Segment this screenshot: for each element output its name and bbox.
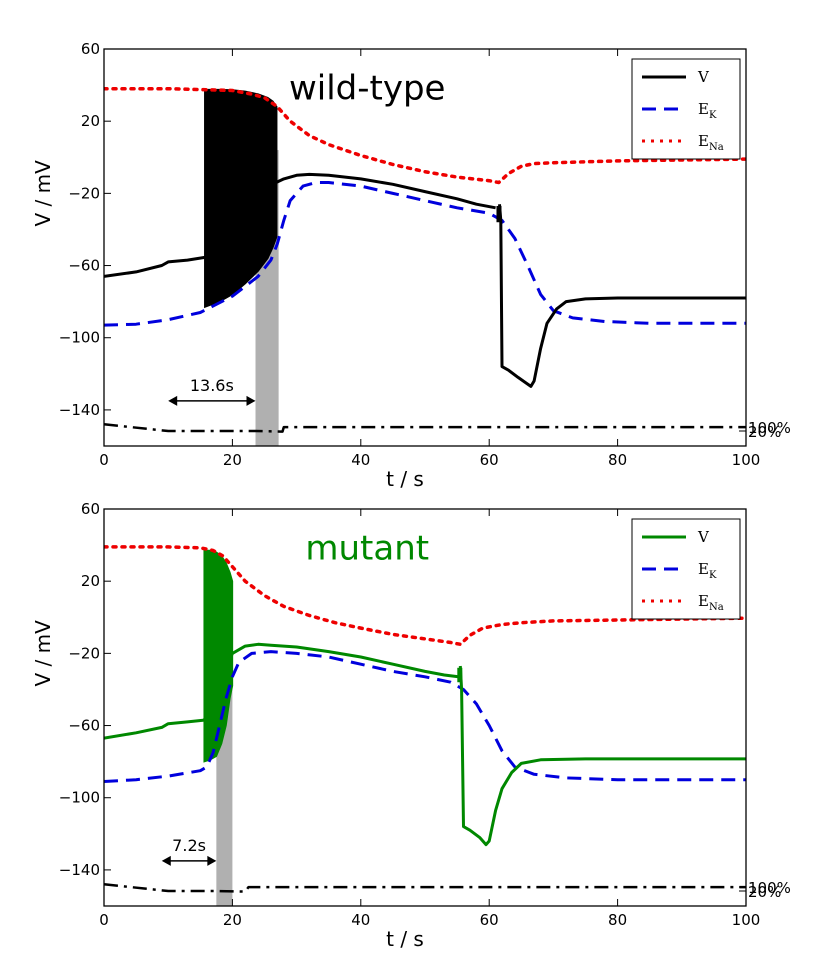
annotation-label: 13.6s: [190, 376, 234, 395]
legend-label: V: [697, 68, 710, 86]
arrowhead-right: [207, 855, 217, 866]
y-tick-label: 20: [81, 572, 100, 590]
y-tick-label: 60: [81, 500, 100, 518]
spike-burst: [457, 667, 463, 683]
arrowhead-right: [246, 395, 256, 406]
x-tick-label: 60: [480, 911, 499, 929]
x-tick-label: 60: [480, 451, 499, 469]
series-stimulus: [103, 883, 746, 893]
legend-subscript: Na: [709, 142, 724, 153]
arrowhead-left: [168, 395, 178, 406]
legend-label: V: [697, 528, 710, 546]
series-e-k: [104, 650, 746, 783]
legend-subscript: Na: [709, 602, 724, 613]
y-tick-label: −20: [68, 644, 100, 662]
series-e-na: [104, 86, 746, 185]
panel-title: wild-type: [289, 69, 446, 109]
series-e-k: [104, 181, 746, 327]
right-tick-label: 100%: [748, 879, 791, 897]
y-axis-label: V / mV: [31, 620, 55, 687]
x-tick-label: 40: [351, 451, 370, 469]
x-tick-label: 40: [351, 911, 370, 929]
x-tick-label: 100: [732, 911, 761, 929]
arrowhead-left: [161, 855, 171, 866]
y-tick-label: 60: [81, 40, 100, 58]
plot-area: [104, 545, 746, 847]
y-tick-label: −60: [68, 257, 100, 275]
x-tick-label: 0: [99, 451, 109, 469]
y-tick-label: −20: [68, 184, 100, 202]
right-tick-label: 20%: [748, 883, 781, 901]
chart-panel-2: 0 20 40 60 80 100 60 20 −20 −60 −100 −140 100%20% t /…: [31, 500, 791, 951]
legend-subscript: K: [709, 570, 717, 581]
y-tick-label: −100: [59, 789, 100, 807]
series-stimulus: [103, 423, 746, 433]
right-tick-label: 20%: [748, 423, 781, 441]
axes-frame: [103, 48, 747, 447]
x-tick-label: 20: [223, 451, 242, 469]
x-axis-label: t / s: [386, 467, 424, 491]
annotation-label: 7.2s: [172, 836, 206, 855]
series-v: [104, 642, 459, 740]
axes-frame: [103, 508, 747, 907]
y-tick-label: −100: [59, 329, 100, 347]
panel-title: mutant: [305, 529, 429, 569]
x-tick-label: 20: [223, 911, 242, 929]
right-tick-label: 100%: [748, 419, 791, 437]
x-tick-label: 80: [608, 911, 627, 929]
x-tick-label: 80: [608, 451, 627, 469]
series-v: [104, 172, 496, 278]
x-axis-label: t / s: [386, 927, 424, 951]
y-axis-label: V / mV: [31, 160, 55, 227]
plot-area: [104, 86, 746, 388]
y-tick-label: −140: [59, 401, 100, 419]
series-v-spike: [498, 204, 746, 388]
y-tick-label: −60: [68, 717, 100, 735]
legend-subscript: K: [709, 110, 717, 121]
series-v-spike: [458, 665, 746, 847]
y-tick-label: −140: [59, 861, 100, 879]
y-tick-label: 20: [81, 112, 100, 130]
chart-panel-1: 0 20 40 60 80 100 60 20 −20 −60 −100 −140 100%20% t /…: [31, 40, 791, 491]
x-tick-label: 0: [99, 911, 109, 929]
spike-burst: [496, 205, 502, 223]
series-e-na: [104, 545, 746, 647]
x-tick-label: 100: [732, 451, 761, 469]
